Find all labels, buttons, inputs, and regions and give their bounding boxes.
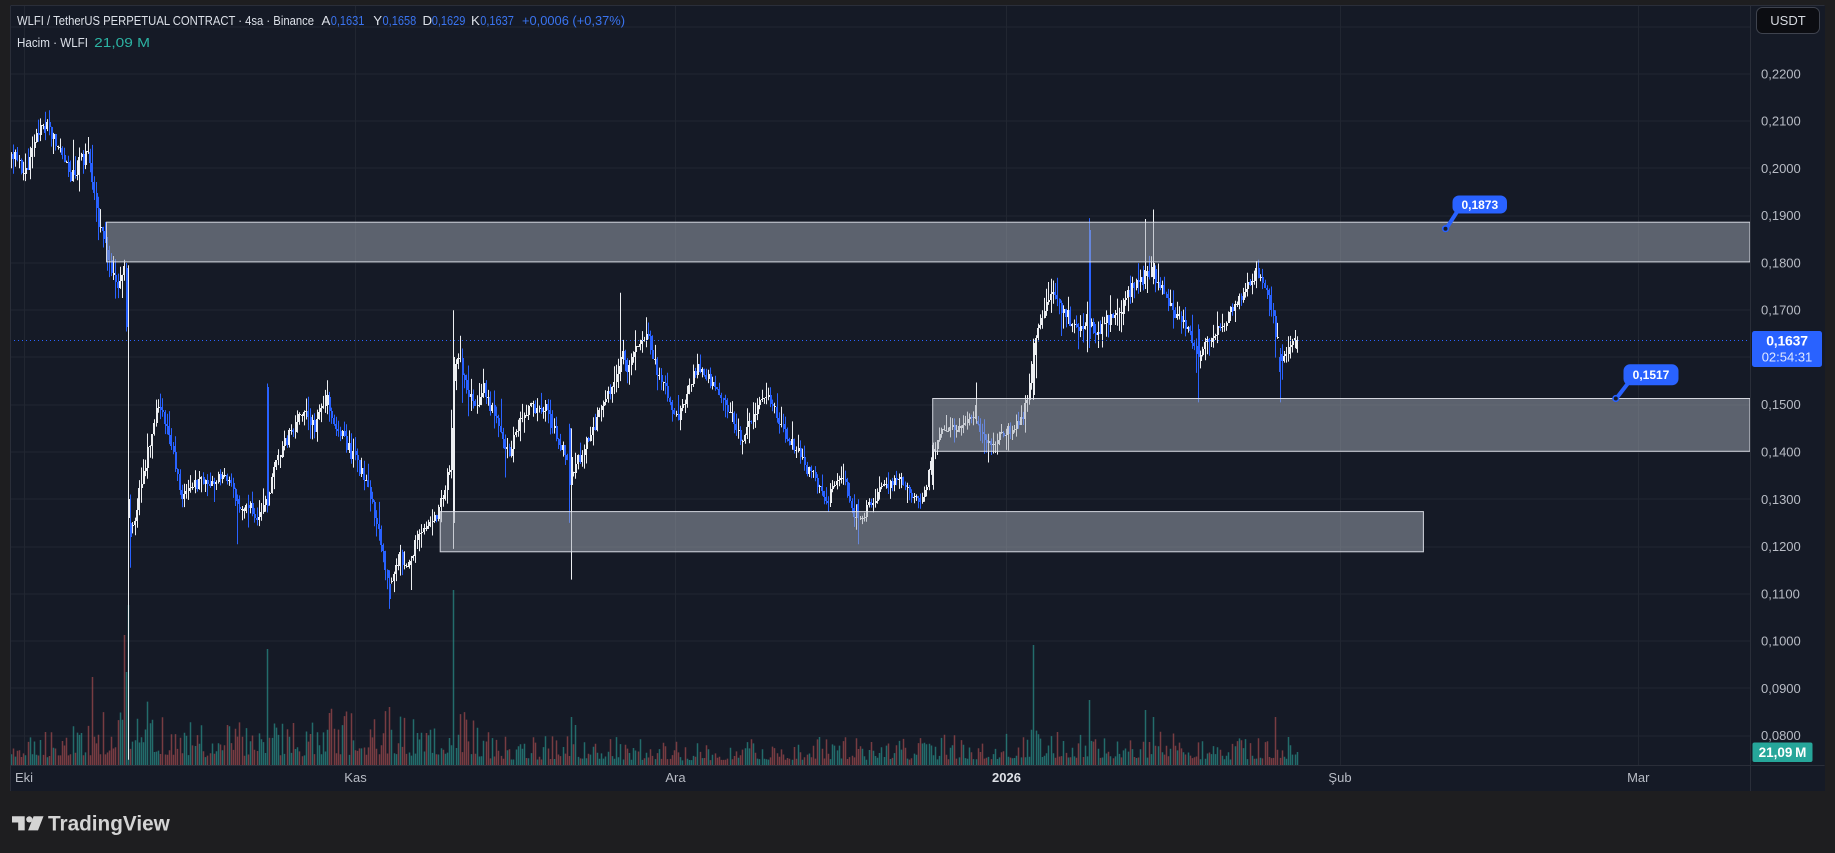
svg-text:0,0800: 0,0800 xyxy=(1761,728,1801,743)
svg-text:0,2000: 0,2000 xyxy=(1761,161,1801,176)
svg-text:D: D xyxy=(423,13,433,28)
svg-text:0,1100: 0,1100 xyxy=(1761,586,1800,601)
svg-text:0,1517: 0,1517 xyxy=(1633,368,1670,382)
svg-text:0,1637: 0,1637 xyxy=(480,13,514,28)
svg-text:Hacim · WLFI: Hacim · WLFI xyxy=(17,35,88,50)
svg-text:TradingView: TradingView xyxy=(48,813,170,836)
svg-text:0,0900: 0,0900 xyxy=(1761,681,1801,696)
svg-text:USDT: USDT xyxy=(1770,13,1805,28)
svg-text:0,1700: 0,1700 xyxy=(1761,303,1801,318)
svg-text:+0,0006 (+0,37%): +0,0006 (+0,37%) xyxy=(522,13,625,28)
svg-text:0,1900: 0,1900 xyxy=(1761,208,1801,223)
svg-text:0,1300: 0,1300 xyxy=(1761,492,1801,507)
svg-text:0,1200: 0,1200 xyxy=(1761,539,1801,554)
svg-text:21,09 M: 21,09 M xyxy=(1759,745,1807,760)
svg-text:0,2100: 0,2100 xyxy=(1761,114,1801,129)
svg-text:Y: Y xyxy=(373,13,382,28)
svg-text:0,1631: 0,1631 xyxy=(331,13,365,28)
svg-text:Ara: Ara xyxy=(665,770,686,785)
svg-text:Eki: Eki xyxy=(15,770,33,785)
svg-text:0,1400: 0,1400 xyxy=(1761,445,1801,460)
svg-text:0,1500: 0,1500 xyxy=(1761,397,1801,412)
svg-text:02:54:31: 02:54:31 xyxy=(1762,350,1813,365)
svg-text:WLFI / TetherUS PERPETUAL CONT: WLFI / TetherUS PERPETUAL CONTRACT · 4sa… xyxy=(17,13,314,28)
svg-text:2026: 2026 xyxy=(992,770,1021,785)
svg-text:0,2200: 0,2200 xyxy=(1761,66,1801,81)
svg-text:0,1800: 0,1800 xyxy=(1761,256,1801,271)
svg-text:0,1000: 0,1000 xyxy=(1761,634,1801,649)
svg-text:0,1658: 0,1658 xyxy=(383,13,417,28)
svg-text:0,1873: 0,1873 xyxy=(1461,198,1498,212)
svg-text:Kas: Kas xyxy=(344,770,367,785)
svg-text:0,1637: 0,1637 xyxy=(1766,333,1808,349)
svg-text:0,1629: 0,1629 xyxy=(432,13,466,28)
svg-text:Şub: Şub xyxy=(1328,770,1351,785)
svg-text:Mar: Mar xyxy=(1627,770,1650,785)
svg-text:K: K xyxy=(471,13,480,28)
svg-text:A: A xyxy=(322,13,331,28)
svg-text:21,09 M: 21,09 M xyxy=(94,35,150,50)
